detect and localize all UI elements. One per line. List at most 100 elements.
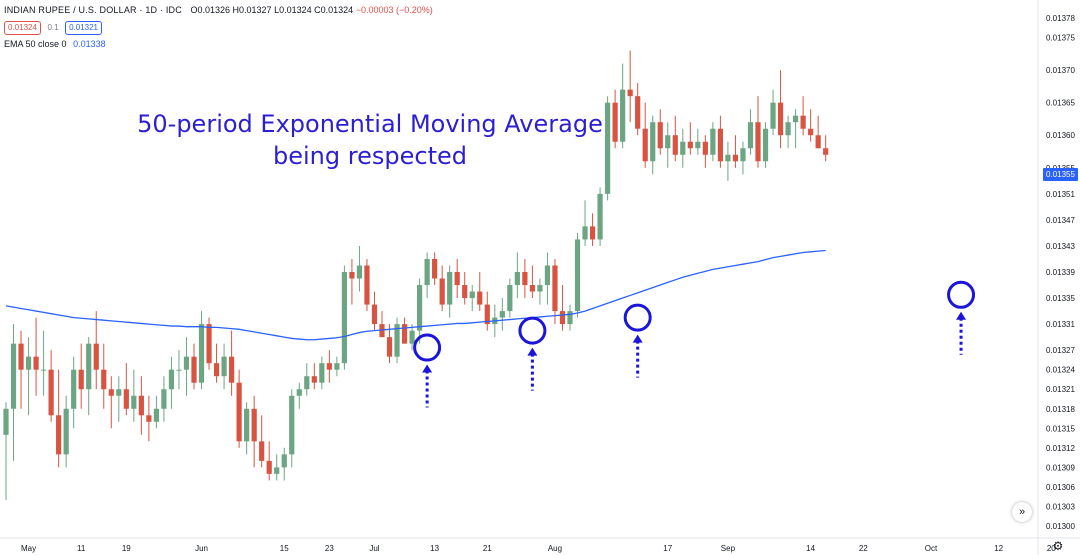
- touch-circle: [518, 316, 547, 345]
- indicator-label: EMA 50 close 0: [4, 39, 67, 49]
- x-tick-label: Sep: [721, 544, 736, 553]
- sell-button[interactable]: 0.01324: [4, 21, 41, 35]
- candle-down: [484, 304, 490, 325]
- y-tick-label: 0.01370: [1046, 66, 1075, 75]
- current-price-label: 0.01355: [1043, 168, 1078, 181]
- y-tick-label: 0.01327: [1046, 346, 1075, 355]
- candle-down: [702, 141, 708, 155]
- candle-up: [417, 285, 423, 331]
- candle-down: [78, 369, 84, 390]
- y-tick-label: 0.01303: [1046, 502, 1075, 511]
- candle-up: [63, 408, 69, 455]
- x-tick-label: Jun: [195, 544, 208, 553]
- x-tick-label: 21: [483, 544, 492, 553]
- candle-up: [86, 343, 92, 390]
- candle-up: [695, 141, 701, 149]
- candle-up: [597, 193, 603, 240]
- spread-value: 0.1: [47, 23, 59, 32]
- candle-down: [371, 304, 378, 325]
- candle-down: [33, 356, 39, 370]
- candle-up: [770, 102, 776, 129]
- annotation-line-1: 50-period Exponential Moving Average: [137, 110, 603, 138]
- y-tick-label: 0.01365: [1046, 99, 1075, 108]
- buy-button[interactable]: 0.01321: [65, 21, 102, 35]
- candle-down: [146, 415, 152, 422]
- y-tick-label: 0.01312: [1046, 444, 1075, 453]
- candle-down: [18, 343, 24, 370]
- candle-up: [665, 135, 671, 149]
- x-tick-label: 11: [77, 544, 86, 553]
- settings-icon[interactable]: ⚙: [1052, 539, 1064, 553]
- y-tick-label: 0.01309: [1046, 463, 1075, 472]
- candle-down: [229, 356, 235, 383]
- candle-up: [153, 408, 159, 422]
- candle-up: [244, 408, 250, 442]
- candle-down: [266, 460, 272, 474]
- candle-down: [326, 363, 332, 370]
- candle-up: [334, 363, 340, 370]
- candle-down: [191, 356, 197, 383]
- scroll-to-realtime-button[interactable]: »: [1012, 502, 1032, 522]
- change-value: −0.00003 (−0.20%): [355, 5, 433, 15]
- candle-up: [409, 330, 415, 344]
- candle-up: [3, 408, 9, 435]
- candle-down: [259, 441, 265, 461]
- candle-up: [424, 258, 430, 286]
- candle-up: [116, 389, 122, 396]
- candle-up: [785, 122, 791, 136]
- y-tick-label: 0.01360: [1046, 131, 1075, 140]
- y-tick-label: 0.01339: [1046, 268, 1075, 277]
- candle-down: [808, 128, 814, 136]
- candle-down: [138, 395, 144, 416]
- high-value: H0.01327: [232, 5, 272, 15]
- candle-down: [717, 128, 723, 162]
- candle-up: [25, 356, 32, 370]
- candle-down: [48, 369, 54, 416]
- y-tick-label: 0.01347: [1046, 216, 1075, 225]
- candle-down: [213, 363, 220, 377]
- candle-down: [477, 291, 483, 305]
- touch-circle: [623, 303, 652, 332]
- symbol-title[interactable]: INDIAN RUPEE / U.S. DOLLAR · 1D · IDC: [4, 5, 182, 15]
- candle-down: [642, 128, 648, 162]
- candle-up: [793, 115, 799, 123]
- candle-up: [582, 226, 588, 240]
- x-tick-label: 23: [325, 544, 334, 553]
- candle-down: [386, 337, 393, 357]
- y-tick-label: 0.01300: [1046, 522, 1075, 531]
- candle-up: [176, 369, 182, 371]
- candle-up: [499, 311, 505, 318]
- candle-down: [672, 135, 678, 155]
- candle-up: [131, 395, 137, 409]
- candle-down: [522, 272, 528, 286]
- candle-up: [289, 395, 295, 455]
- candle-down: [755, 122, 761, 162]
- candle-down: [777, 102, 784, 136]
- candle-up: [341, 272, 347, 364]
- candle-down: [236, 382, 242, 442]
- candle-up: [41, 369, 47, 371]
- y-tick-label: 0.01306: [1046, 483, 1075, 492]
- candle-up: [762, 128, 769, 162]
- candle-down: [349, 272, 355, 279]
- x-tick-label: Jul: [369, 544, 379, 553]
- open-value: O0.01326: [190, 5, 230, 15]
- candle-up: [221, 356, 227, 377]
- candle-down: [815, 135, 821, 149]
- dotted-arrow-head: [422, 364, 433, 373]
- y-tick-label: 0.01321: [1046, 385, 1075, 394]
- candle-up: [537, 285, 543, 292]
- touch-circle: [413, 333, 442, 362]
- x-tick-label: 13: [430, 544, 439, 553]
- ohlc-values: O0.01326 H0.01327 L0.01324 C0.01324 −0.0…: [190, 5, 432, 15]
- candle-down: [800, 115, 806, 129]
- y-tick-label: 0.01343: [1046, 242, 1075, 251]
- candle-down: [612, 102, 618, 142]
- candle-up: [281, 454, 287, 468]
- indicator-legend[interactable]: EMA 50 close 0 0.01338: [4, 39, 106, 49]
- dotted-arrow-head: [632, 334, 643, 343]
- close-value: C0.01324: [314, 5, 354, 15]
- candle-up: [394, 324, 400, 357]
- candle-down: [101, 369, 107, 390]
